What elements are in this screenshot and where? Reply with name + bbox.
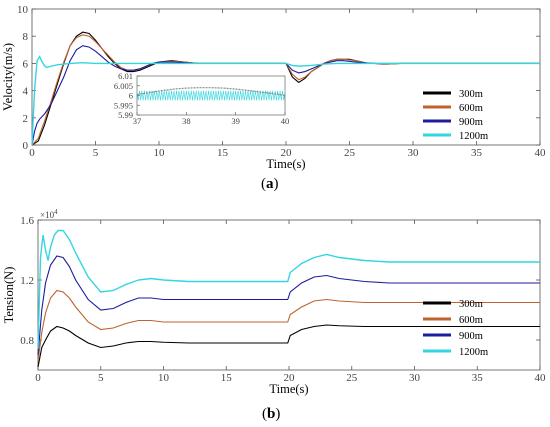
series-line-600m [37,289,540,362]
legend-label-300m: 300m [459,89,483,100]
inset-x-tick-label: 39 [231,116,240,126]
chart-panel-b: 0 5 10 15 20 25 30 35 40 0.8 1.2 1.6 Time(s) Tension(… [2,208,546,396]
x-tick-label: 0 [35,372,41,384]
inset-y-tick-label: 6.01 [118,71,133,81]
y-tick-label: 8 [23,31,29,43]
legend-label-1200m: 1200m [459,131,488,142]
y-multiplier: ×104 [40,208,58,220]
inset-mean-line [136,87,286,97]
inset-x-tick-label: 37 [133,116,142,126]
legend: 300m 600m 900m 1200m [423,299,488,358]
x-tick-label: 25 [344,147,356,159]
series-line-1200m [37,229,540,350]
x-tick-label: 35 [471,147,483,159]
series-line-900m [37,255,540,356]
x-tick-label: 10 [154,147,166,159]
y-tick-label: 6 [23,58,29,70]
x-axis-label: Time(s) [269,382,308,396]
y-axis-label: Velocity(m/s) [1,43,15,111]
inset-x-tick-label: 38 [182,116,191,126]
y-tick-label: 0 [23,140,29,152]
x-tick-label: 5 [93,147,99,159]
inset-y-tick-label: 6 [129,91,133,101]
series-line-300m [37,324,540,368]
y-multiplier-exponent: 4 [54,208,58,216]
x-tick-label: 25 [346,372,358,384]
inset-y-tick-label: 5.995 [114,100,133,110]
y-tick-label: 10 [17,4,29,16]
legend-label-900m: 900m [459,331,483,342]
panel-label-b: (b) [262,406,281,422]
y-tick-label: 0.8 [20,335,34,347]
panel-label-a: (a) [261,176,279,192]
x-tick-label: 10 [158,372,170,384]
x-tick-label: 35 [472,372,484,384]
panel-letter-a: a [266,176,274,192]
x-tick-label: 15 [217,147,229,159]
legend-label-900m: 900m [459,117,483,128]
inset-frame [136,75,286,116]
legend-label-600m: 600m [459,315,483,326]
x-tick-label: 0 [29,147,35,159]
legend-label-600m: 600m [459,103,483,114]
legend-label-300m: 300m [459,299,483,310]
x-tick-label: 40 [535,147,547,159]
x-tick-label: 20 [281,147,293,159]
x-tick-label: 20 [284,372,296,384]
y-tick-label: 4 [23,86,29,98]
y-tick-label: 2 [23,113,29,125]
chart-panel-a: 0 5 10 15 20 25 30 35 40 0 2 4 6 8 10 Time(s) Velocity(m… [1,4,546,171]
inset-y-tick-label: 5.99 [118,110,133,120]
y-tick-label: 1.2 [20,275,34,287]
series-line-1200m [31,55,540,146]
y-tick-label: 1.6 [20,215,34,227]
inset-y-tick-label: 6.005 [114,81,133,91]
x-tick-label: 40 [535,372,547,384]
x-axis-label: Time(s) [266,157,305,171]
legend-label-1200m: 1200m [459,347,488,358]
x-tick-label: 15 [221,372,233,384]
y-axis-label: Tension(N) [2,267,16,324]
legend: 300m 600m 900m 1200m [423,89,488,142]
x-tick-label: 30 [409,372,421,384]
x-tick-label: 5 [98,372,104,384]
panel-letter-b: b [267,406,276,422]
inset-x-tick-label: 40 [281,116,290,126]
x-tick-label: 30 [408,147,420,159]
